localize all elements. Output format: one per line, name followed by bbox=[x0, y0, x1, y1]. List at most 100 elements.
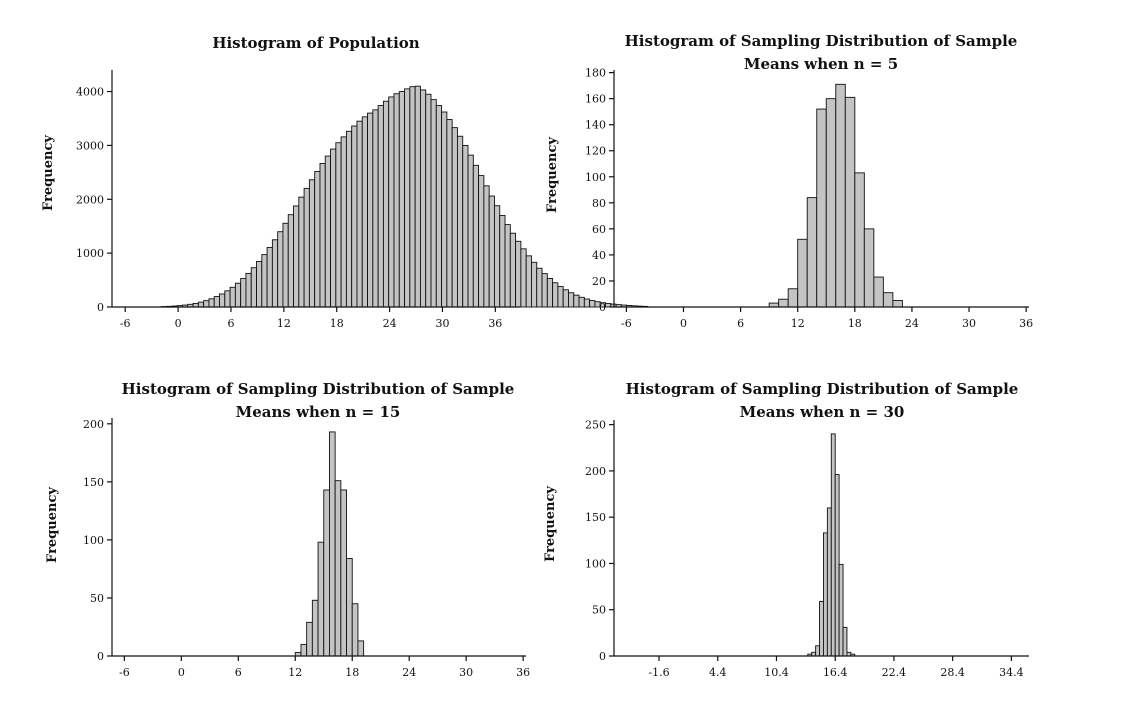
x-tick-label: 4.4 bbox=[709, 666, 727, 679]
histogram-bar bbox=[213, 296, 220, 308]
histogram-bar bbox=[478, 175, 485, 308]
histogram-bar bbox=[356, 120, 363, 308]
histogram-panel-3: Histogram of Sampling Distribution of Sa… bbox=[45, 380, 530, 679]
histogram-bar bbox=[229, 286, 236, 308]
y-tick-label: 250 bbox=[585, 419, 606, 432]
histogram-bar bbox=[256, 260, 263, 308]
histogram-bar bbox=[388, 96, 395, 308]
histogram-bar bbox=[815, 645, 821, 657]
histogram-bar bbox=[825, 98, 837, 308]
histogram-bar bbox=[317, 541, 325, 657]
histogram-bar bbox=[520, 248, 527, 308]
histogram-bar bbox=[224, 290, 231, 308]
x-tick-label: 12 bbox=[791, 317, 805, 330]
histogram-bar bbox=[261, 254, 268, 308]
chart-title: Histogram of Sampling Distribution of Sa… bbox=[626, 380, 1019, 398]
histogram-bar bbox=[425, 93, 432, 308]
histogram-bar bbox=[456, 135, 464, 308]
histogram-bar bbox=[303, 187, 310, 308]
histogram-bar bbox=[282, 222, 289, 308]
y-tick-label: 200 bbox=[83, 418, 104, 431]
histogram-bar bbox=[787, 288, 799, 308]
histogram-bar bbox=[515, 240, 522, 308]
histogram-bar bbox=[531, 261, 538, 308]
y-tick-label: 3000 bbox=[76, 139, 104, 152]
histogram-bar bbox=[536, 267, 543, 308]
histogram-bar bbox=[583, 298, 591, 308]
histogram-bar bbox=[306, 621, 313, 657]
histogram-bar bbox=[346, 558, 353, 657]
x-tick-label: 6 bbox=[235, 666, 242, 679]
histogram-bar bbox=[340, 489, 347, 657]
y-tick-label: 0 bbox=[97, 650, 104, 663]
histogram-bar bbox=[219, 293, 226, 308]
x-tick-label: 22.4 bbox=[882, 666, 907, 679]
y-axis-label: Frequency bbox=[545, 137, 560, 213]
y-tick-label: 100 bbox=[585, 557, 606, 570]
y-tick-label: 80 bbox=[592, 197, 606, 210]
histogram-bar bbox=[367, 112, 374, 308]
histogram-bar bbox=[271, 239, 279, 308]
histogram-bar bbox=[541, 273, 548, 308]
histogram-bar bbox=[435, 105, 443, 308]
y-axis-label: Frequency bbox=[45, 487, 60, 563]
histogram-bar bbox=[568, 292, 575, 308]
y-tick-label: 160 bbox=[585, 93, 606, 106]
histogram-bar bbox=[451, 127, 458, 308]
histogram-bar bbox=[557, 286, 564, 308]
histogram-panel-1: Histogram of Population Frequency -6 0 6 12 18… bbox=[41, 34, 649, 330]
y-tick-label: 120 bbox=[585, 145, 606, 158]
x-tick-label: 6 bbox=[227, 317, 234, 330]
histogram-bar bbox=[314, 171, 321, 308]
y-axis-label: Frequency bbox=[543, 486, 558, 562]
histogram-bar bbox=[441, 111, 448, 308]
y-axis-label: Frequency bbox=[41, 135, 56, 211]
histogram-bar bbox=[546, 278, 554, 308]
x-tick-label: 36 bbox=[1019, 317, 1033, 330]
histogram-bar bbox=[509, 232, 517, 308]
x-tick-label: 28.4 bbox=[940, 666, 965, 679]
histogram-bar bbox=[819, 600, 824, 657]
x-tick-label: 18 bbox=[848, 317, 862, 330]
histogram-bar bbox=[340, 136, 347, 308]
x-tick-label: 0 bbox=[680, 317, 687, 330]
y-tick-label: 50 bbox=[90, 592, 104, 605]
histogram-bar bbox=[835, 83, 846, 308]
x-tick-label: 0 bbox=[178, 666, 185, 679]
y-tick-label: 60 bbox=[592, 223, 606, 236]
x-tick-label: -6 bbox=[119, 666, 130, 679]
chart-title: Histogram of Population bbox=[212, 34, 419, 52]
histogram-bar bbox=[430, 99, 437, 308]
histogram-bar bbox=[287, 214, 294, 308]
histogram-bar bbox=[382, 100, 390, 308]
histogram-bar bbox=[488, 195, 495, 308]
histogram-bar bbox=[335, 142, 342, 308]
histogram-bar bbox=[816, 108, 827, 308]
chart-title: Means when n = 15 bbox=[236, 403, 401, 421]
histogram-bar bbox=[552, 282, 559, 308]
histogram-panel-4: Histogram of Sampling Distribution of Sa… bbox=[543, 380, 1029, 679]
y-tick-label: 140 bbox=[585, 119, 606, 132]
x-tick-label: 36 bbox=[516, 666, 530, 679]
histogram-bar bbox=[578, 296, 585, 308]
histogram-bar bbox=[293, 205, 300, 308]
histogram-bar bbox=[328, 431, 336, 657]
histogram-panel-2: Histogram of Sampling Distribution of Sa… bbox=[545, 32, 1033, 330]
x-tick-label: 18 bbox=[345, 666, 359, 679]
x-tick-label: 34.4 bbox=[999, 666, 1024, 679]
histogram-bar bbox=[398, 91, 406, 308]
x-tick-label: 36 bbox=[488, 317, 502, 330]
histogram-bar bbox=[472, 164, 480, 308]
histogram-bar bbox=[419, 89, 427, 308]
y-tick-label: 0 bbox=[599, 301, 606, 314]
x-tick-label: 12 bbox=[277, 317, 291, 330]
histogram-bar bbox=[351, 125, 358, 308]
histogram-bar bbox=[499, 214, 506, 308]
histogram-bar bbox=[834, 474, 840, 657]
histogram-bar bbox=[250, 267, 257, 308]
histogram-bar bbox=[462, 144, 469, 308]
chart-title: Means when n = 30 bbox=[740, 403, 905, 421]
histogram-bar bbox=[573, 294, 580, 308]
x-tick-label: 30 bbox=[459, 666, 473, 679]
